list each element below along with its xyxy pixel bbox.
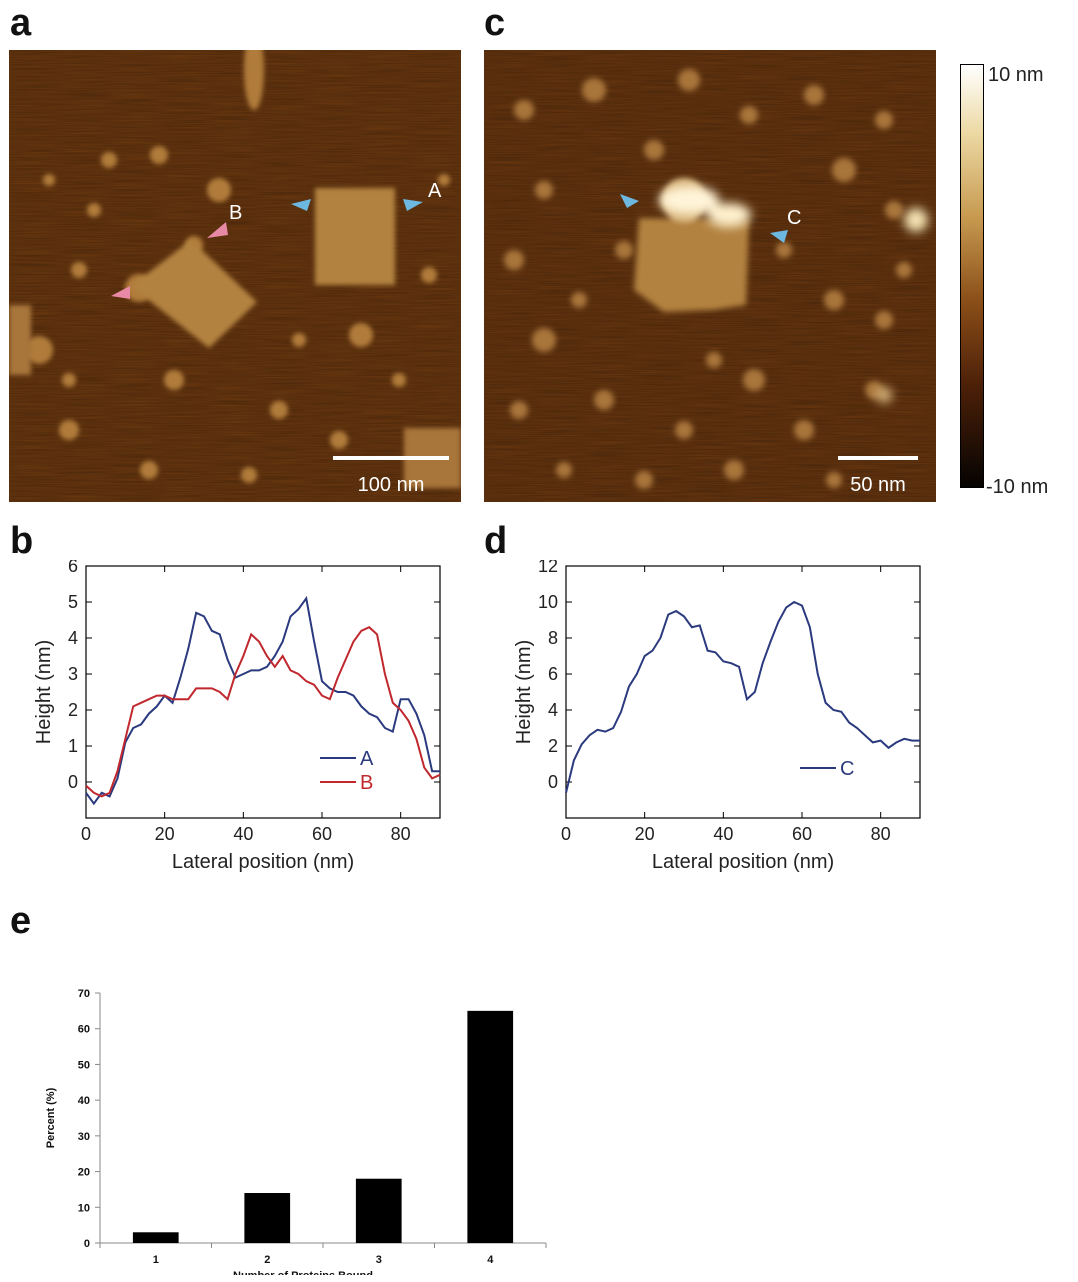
y-tick-label: 6 — [68, 560, 78, 576]
line-chart-b: 0 20 40 60 80 0 1 2 3 4 5 6 Lateral position (nm) Hei… — [33, 560, 441, 873]
x-tick-label: 20 — [635, 824, 655, 844]
afm-image-c: C 50 nm — [484, 50, 936, 502]
y-tick-label: 50 — [78, 1059, 90, 1071]
y-tick-label: 1 — [68, 736, 78, 756]
plot-frame — [565, 565, 921, 819]
x-tick-label: 80 — [871, 824, 891, 844]
panel-letter-a: a — [10, 2, 32, 44]
arrow-a-left-icon — [291, 199, 311, 211]
y-tick-label: 3 — [68, 664, 78, 684]
scalebar-a — [333, 456, 449, 460]
x-axis-label: Lateral position (nm) — [652, 851, 834, 873]
colorbar-max-label: 10 nm — [988, 64, 1044, 86]
legend-label-A: A — [360, 748, 374, 770]
y-tick-label: 10 — [78, 1202, 90, 1214]
series-line-B — [85, 626, 441, 798]
x-axis-label: Number of Proteins Bound — [233, 1270, 373, 1275]
y-tick-label: 0 — [68, 772, 78, 792]
y-tick-label: 40 — [78, 1095, 90, 1107]
x-tick-label: 3 — [376, 1254, 382, 1266]
series-line-C — [565, 600, 920, 794]
y-axis-label: Height (nm) — [33, 640, 55, 744]
panel-letter-d: d — [484, 520, 508, 562]
y-tick-label: 0 — [548, 772, 558, 792]
x-tick-label: 4 — [487, 1254, 494, 1266]
bar-chart-e: 0 10 20 30 40 50 60 70 1 2 3 4 Number of Proteins Bo… — [45, 988, 547, 1275]
colorbar-min-label: -10 nm — [986, 476, 1049, 498]
x-tick-label: 40 — [713, 824, 733, 844]
y-tick-label: 20 — [78, 1167, 90, 1179]
arrow-a-right-icon — [403, 199, 423, 211]
scalebar-label-c: 50 nm — [850, 474, 906, 496]
y-tick-label: 2 — [68, 700, 78, 720]
y-tick-label: 60 — [78, 1024, 90, 1036]
panel-letter-e: e — [10, 900, 32, 942]
bar-3 — [355, 1178, 402, 1243]
scalebar-c — [838, 456, 918, 460]
legend-label-C: C — [840, 758, 854, 780]
x-tick-label: 0 — [81, 824, 91, 844]
y-tick-label: 8 — [548, 628, 558, 648]
x-tick-label: 60 — [792, 824, 812, 844]
x-tick-label: 0 — [561, 824, 571, 844]
y-tick-label: 2 — [548, 736, 558, 756]
arrow-c-left-icon — [620, 194, 639, 208]
panel-letter-c: c — [484, 2, 506, 44]
arrow-b-top-icon — [207, 222, 228, 238]
y-axis-label: Height (nm) — [513, 640, 535, 744]
y-axis-label: Percent (%) — [45, 1087, 57, 1148]
x-axis-label: Lateral position (nm) — [172, 851, 354, 873]
arrow-c-right-icon — [770, 230, 788, 243]
height-colorbar — [960, 64, 984, 488]
x-tick-label: 1 — [153, 1254, 159, 1266]
x-tick-label: 20 — [155, 824, 175, 844]
arrow-b-left-icon — [111, 286, 130, 299]
bar-4 — [467, 1010, 514, 1243]
y-tick-label: 5 — [68, 592, 78, 612]
bar-2 — [244, 1193, 291, 1243]
plot-frame — [85, 565, 441, 819]
arrow-label-c: C — [787, 207, 802, 229]
series-line-A — [85, 595, 440, 806]
legend-label-B: B — [360, 772, 373, 794]
y-tick-label: 4 — [548, 700, 558, 720]
y-tick-label: 6 — [548, 664, 558, 684]
x-tick-label: 80 — [391, 824, 411, 844]
scalebar-label-a: 100 nm — [357, 474, 425, 496]
bar-1 — [132, 1232, 179, 1243]
afm-image-a: A B 100 nm — [9, 50, 461, 502]
y-tick-label: 30 — [78, 1131, 90, 1143]
line-chart-d: 0 20 40 60 80 0 2 4 6 8 10 12 Lateral position (nm) H… — [513, 560, 921, 873]
panel-letter-b: b — [10, 520, 34, 562]
x-tick-label: 2 — [264, 1254, 270, 1266]
x-tick-label: 40 — [233, 824, 253, 844]
arrow-label-b: B — [229, 202, 243, 224]
x-tick-label: 60 — [312, 824, 332, 844]
y-tick-label: 12 — [538, 560, 558, 576]
y-tick-label: 0 — [84, 1238, 90, 1250]
arrow-label-a: A — [428, 180, 442, 202]
y-tick-label: 70 — [78, 988, 90, 1000]
y-tick-label: 10 — [538, 592, 558, 612]
y-tick-label: 4 — [68, 628, 78, 648]
